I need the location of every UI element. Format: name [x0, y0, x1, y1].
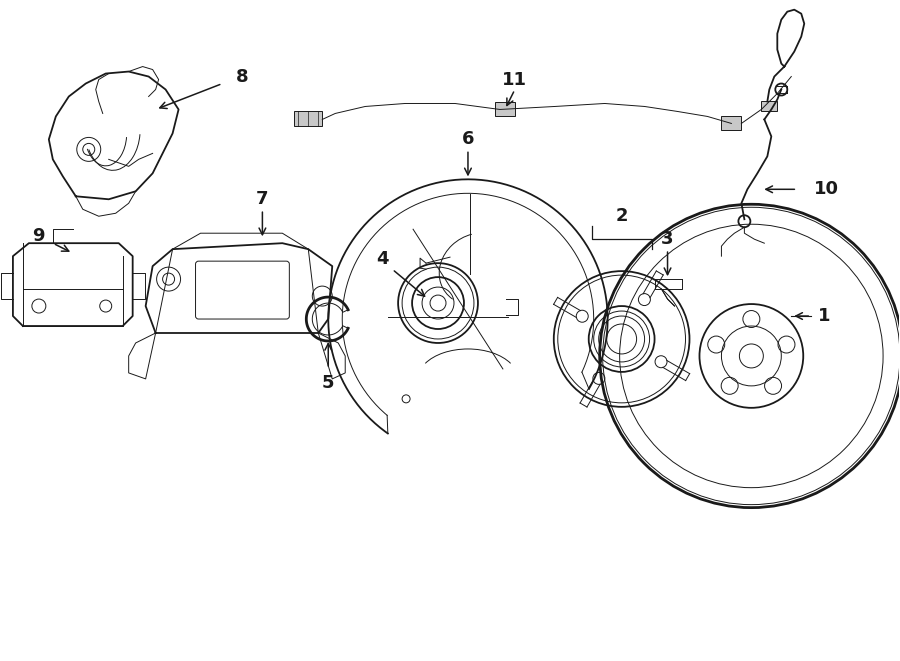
FancyBboxPatch shape	[495, 102, 515, 116]
Text: 4: 4	[376, 250, 389, 268]
Text: 1: 1	[818, 307, 831, 325]
Text: 3: 3	[662, 230, 674, 248]
Text: 10: 10	[814, 180, 839, 198]
Text: 2: 2	[616, 208, 628, 225]
FancyBboxPatch shape	[722, 116, 742, 130]
Text: 5: 5	[322, 374, 335, 392]
Text: 8: 8	[236, 67, 248, 85]
FancyBboxPatch shape	[294, 112, 322, 126]
Text: 11: 11	[502, 71, 527, 89]
Text: 7: 7	[256, 190, 268, 208]
FancyBboxPatch shape	[761, 102, 778, 112]
Text: 9: 9	[32, 227, 45, 245]
Text: 6: 6	[462, 130, 474, 149]
